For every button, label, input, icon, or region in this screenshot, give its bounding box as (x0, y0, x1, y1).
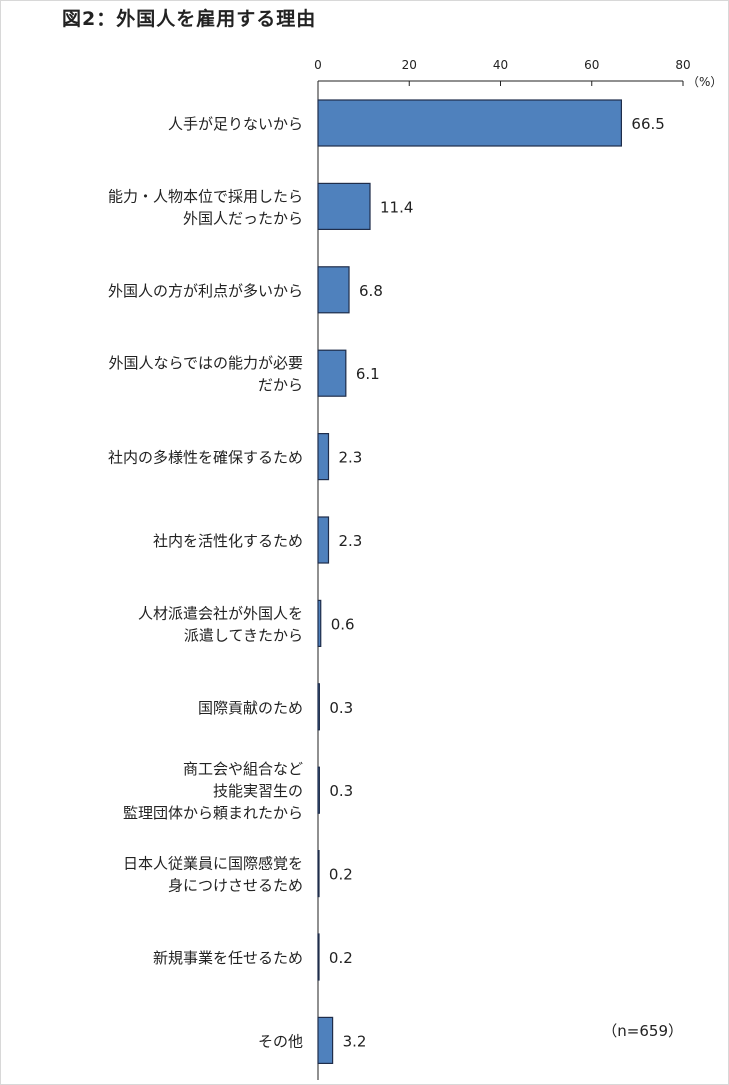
category-label: 外国人の方が利点が多いから (108, 282, 303, 300)
category-label: その他 (258, 1032, 303, 1050)
category-label: 日本人従業員に国際感覚を (123, 855, 303, 873)
chart-title: 図2：外国人を雇用する理由 (62, 8, 317, 30)
x-tick-label: 40 (493, 58, 508, 72)
bar (317, 849, 320, 898)
bar (317, 1016, 334, 1065)
unit-label: （%） (687, 75, 722, 89)
value-label: 2.3 (338, 532, 362, 550)
category-label: 外国人だったから (183, 209, 303, 227)
bar (317, 349, 347, 397)
category-label: 身につけさせるため (168, 877, 303, 895)
category-label: 監理団体から頼まれたから (123, 804, 303, 822)
value-label: 6.1 (356, 365, 380, 383)
value-label: 66.5 (631, 115, 664, 133)
category-label: 外国人ならではの能力が必要 (108, 354, 303, 372)
bar (317, 99, 623, 147)
bar (317, 599, 322, 648)
category-label: 派遣してきたから (184, 626, 303, 644)
category-label: 社内の多様性を確保するため (108, 449, 303, 467)
value-label: 0.3 (329, 782, 353, 800)
value-label: 0.2 (329, 949, 353, 967)
bar (317, 433, 330, 481)
x-tick-label: 80 (675, 58, 690, 72)
value-label: 0.6 (331, 615, 355, 633)
category-label: 技能実習生の (213, 782, 303, 800)
bar (317, 266, 350, 314)
category-label: 国際貢献のため (198, 699, 303, 717)
bar (317, 766, 320, 814)
value-label: 11.4 (380, 198, 413, 216)
category-label: 能力・人物本位で採用したら (108, 187, 303, 205)
bar (317, 933, 320, 981)
value-label: 0.3 (329, 699, 353, 717)
value-label: 0.2 (329, 866, 353, 884)
category-label: 人材派遣会社が外国人を (138, 604, 303, 622)
x-tick-label: 20 (402, 58, 417, 72)
category-label: だから (258, 376, 303, 394)
category-label: 新規事業を任せるため (153, 949, 303, 967)
value-label: 3.2 (343, 1032, 367, 1050)
sample-size-note: （n=659） (602, 1022, 683, 1040)
category-label: 商工会や組合など (183, 760, 303, 778)
category-label: 社内を活性化するため (153, 532, 303, 550)
x-tick-label: 60 (584, 58, 599, 72)
category-label: 人手が足りないから (168, 115, 303, 133)
value-label: 2.3 (338, 449, 362, 467)
value-label: 6.8 (359, 282, 383, 300)
bar (317, 683, 320, 731)
x-tick-label: 0 (314, 58, 322, 72)
bar (317, 516, 330, 564)
bar (317, 182, 371, 230)
